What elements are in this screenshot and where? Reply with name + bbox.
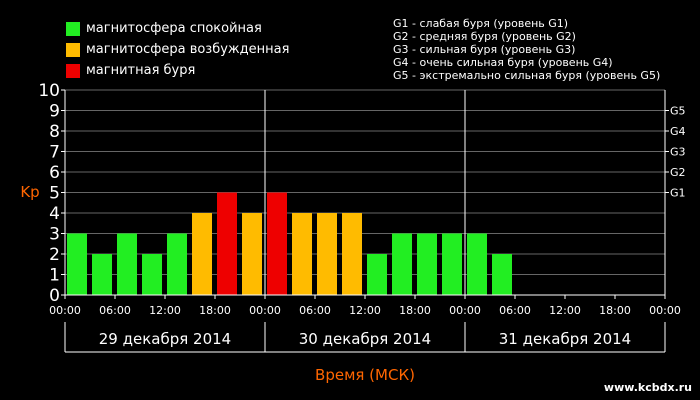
y-tick-label: 1 — [49, 266, 60, 286]
glevel-g4: G4 - очень сильная буря (уровень G4) — [393, 56, 613, 69]
chart-bars — [67, 192, 512, 295]
g-level-label: G5 — [670, 105, 686, 118]
kp-bar — [117, 233, 137, 295]
legend-item-calm: магнитосфера спокойная — [66, 18, 289, 39]
y-tick-label: 5 — [49, 184, 60, 204]
y-tick-label: 0 — [49, 286, 60, 306]
legend: магнитосфера спокойная магнитосфера возб… — [66, 18, 289, 81]
x-axis-label: Время (МСК) — [315, 366, 415, 384]
kp-bar — [367, 254, 387, 295]
site-url: www.kcbdx.ru — [603, 381, 692, 394]
day-label: 29 декабря 2014 — [99, 330, 231, 348]
y-tick-label: 3 — [49, 225, 60, 245]
kp-bar — [192, 213, 212, 295]
y-axis-label: Kp — [20, 183, 39, 201]
g-level-label: G3 — [670, 146, 686, 159]
legend-swatch-storm — [66, 63, 80, 78]
x-tick-label: 12:00 — [149, 304, 181, 317]
kp-bar — [267, 192, 287, 295]
glevel-g5: G5 - экстремально сильная буря (уровень … — [393, 69, 661, 82]
g-level-label: G4 — [670, 125, 686, 138]
kp-bar — [242, 213, 262, 295]
chart-axes — [61, 89, 669, 353]
kp-bar — [392, 233, 412, 295]
chart-grid — [65, 89, 665, 275]
legend-item-storm: магнитная буря — [66, 60, 289, 81]
kp-bar — [492, 254, 512, 295]
g-level-label: G2 — [670, 166, 686, 179]
x-tick-label: 12:00 — [549, 304, 581, 317]
y-tick-label: 9 — [49, 102, 60, 122]
kp-bar — [142, 254, 162, 295]
y-tick-label: 7 — [49, 143, 60, 163]
x-tick-label: 12:00 — [349, 304, 381, 317]
x-tick-label: 06:00 — [299, 304, 331, 317]
glevel-g2: G2 - средняя буря (уровень G2) — [393, 30, 576, 43]
x-tick-label: 00:00 — [249, 304, 281, 317]
storm-level-legend: G1 - слабая буря (уровень G1) G2 - средн… — [393, 17, 660, 82]
kp-bar — [317, 213, 337, 295]
x-tick-label: 00:00 — [49, 304, 81, 317]
kp-bar — [92, 254, 112, 295]
glevel-g3: G3 - сильная буря (уровень G3) — [393, 43, 576, 56]
kp-bar — [67, 233, 87, 295]
kp-bar — [417, 233, 437, 295]
legend-swatch-excited — [66, 42, 80, 57]
x-tick-label: 18:00 — [399, 304, 431, 317]
x-tick-label: 00:00 — [649, 304, 681, 317]
y-tick-label: 8 — [49, 122, 60, 142]
x-tick-label: 06:00 — [99, 304, 131, 317]
legend-swatch-calm — [66, 21, 80, 36]
kp-bar — [217, 192, 237, 295]
x-tick-label: 18:00 — [199, 304, 231, 317]
legend-item-excited: магнитосфера возбужденная — [66, 39, 289, 60]
y-tick-label: 6 — [49, 163, 60, 183]
glevel-g1: G1 - слабая буря (уровень G1) — [393, 17, 569, 30]
y-tick-label: 4 — [49, 204, 60, 224]
y-tick-label: 10 — [38, 81, 60, 101]
kp-bar — [342, 213, 362, 295]
y-tick-label: 2 — [49, 245, 60, 265]
legend-label-storm: магнитная буря — [86, 63, 196, 78]
kp-bar — [442, 233, 462, 295]
kp-bar — [167, 233, 187, 295]
day-label: 31 декабря 2014 — [499, 330, 631, 348]
x-tick-label: 00:00 — [449, 304, 481, 317]
legend-label-calm: магнитосфера спокойная — [86, 21, 262, 36]
x-tick-label: 06:00 — [499, 304, 531, 317]
g-level-label: G1 — [670, 187, 686, 200]
day-label: 30 декабря 2014 — [299, 330, 431, 348]
legend-label-excited: магнитосфера возбужденная — [86, 42, 290, 57]
kp-bar — [467, 233, 487, 295]
kp-bar — [292, 213, 312, 295]
x-tick-label: 18:00 — [599, 304, 631, 317]
